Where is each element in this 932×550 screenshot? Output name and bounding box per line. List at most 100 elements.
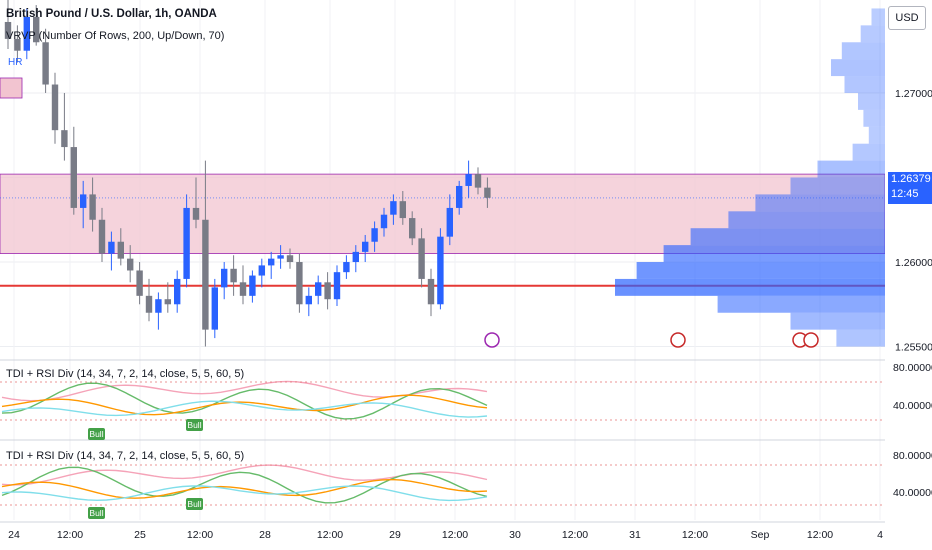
candle-body [4,21,12,39]
candle-body [474,174,482,188]
event-icon [803,332,819,348]
time-tick: Sep [751,529,770,541]
price-axis[interactable]: 1.270001.265001.260001.2550080.0000040.0… [885,0,932,550]
tdi-line [1,485,488,502]
bar-countdown: 12:45 [891,188,919,200]
volume-bar [728,211,885,229]
bull-badge-label: Bull [89,508,103,518]
volume-bar [831,59,885,77]
candle-body [484,187,491,198]
bull-badge-label: Bull [89,429,103,439]
bull-badge-label: Bull [187,420,201,430]
volume-bar [858,92,885,110]
candle-body [446,207,453,237]
time-tick: 12:00 [562,529,588,541]
candle-body [286,255,294,263]
candle-body [127,258,134,271]
price-axis-bg [885,0,932,550]
volume-profile [615,8,885,347]
tdi-line [1,478,488,499]
candle-body [296,262,303,305]
event-icon [484,332,500,348]
candle-body [239,282,247,296]
time-tick: 12:00 [442,529,468,541]
time-tick: 29 [389,529,401,541]
candle-body [352,251,359,263]
candle-body [456,185,463,208]
vrvp-legend[interactable]: VRVP (Number Of Rows, 200, Up/Down, 70) [6,30,225,42]
volume-bar [841,42,885,60]
price-tick: 1.27000 [895,88,932,100]
volume-bar [836,329,885,347]
candle-body [192,207,200,220]
tdi-legend-1[interactable]: TDI + RSI Div (14, 34, 7, 2, 14, close, … [6,368,245,380]
candle-body [164,299,171,305]
indicator-tick: 40.00000 [893,400,932,412]
volume-bar [636,262,885,279]
candle-body [343,262,350,273]
volume-bar [717,295,885,313]
bull-badge-label: Bull [187,499,201,509]
volume-bar [844,76,885,93]
bull-badge [88,428,105,440]
candle-body [23,16,30,51]
volume-bar [868,126,885,144]
candle-body [390,201,397,215]
volume-bar [860,25,885,43]
volume-bar [755,194,885,212]
time-tick: 12:00 [57,529,83,541]
tdi-line [1,394,488,416]
time-tick: 30 [509,529,521,541]
time-tick: 31 [629,529,641,541]
candle-body [362,241,369,252]
indicator-tick: 80.00000 [893,450,932,462]
candle-body [61,130,68,148]
candle-body [268,258,275,266]
time-tick: 12:00 [317,529,343,541]
candle-body [183,207,190,279]
candle-body [42,42,49,85]
price-tick: 1.25500 [895,342,932,354]
time-tick: 25 [134,529,146,541]
candle-body [89,194,96,220]
time-tick: 12:00 [682,529,708,541]
tdi-line [1,466,488,504]
symbol-title[interactable]: British Pound / U.S. Dollar, 1h, OANDA [6,8,217,20]
time-axis[interactable]: 24 12:00 25 12:00 28 12:00 29 12:00 30 12:00 31 12:… [8,529,883,541]
time-tick: 12:00 [187,529,213,541]
volume-bar [852,143,885,161]
candle-body [371,228,378,242]
candle-body [117,241,124,259]
candle-body [80,194,87,208]
volume-bar [790,312,885,330]
event-markers[interactable] [484,332,819,348]
candle-body [211,287,218,330]
hr-zone [0,77,23,99]
candle-body [145,295,153,313]
tdi-legend-2[interactable]: TDI + RSI Div (14, 34, 7, 2, 14, close, … [6,450,245,462]
time-tick: 4 [877,529,883,541]
time-tick: 28 [259,529,271,541]
candle-body [33,16,40,43]
volume-bar [817,160,885,178]
last-price: 1.26379 [891,173,931,185]
currency-button[interactable]: USD [888,6,926,30]
indicator-tick: 40.00000 [893,487,932,499]
candle-body [258,265,265,276]
candle-body [409,218,416,239]
candle-body [399,201,406,219]
candle-body [230,268,237,283]
candle-body [136,270,143,296]
candle-body [202,219,209,330]
hr-label: HR [8,57,23,68]
candles [4,0,491,347]
bull-badge [186,498,203,510]
time-tick: 24 [8,529,20,541]
indicator-tick: 80.00000 [893,362,932,374]
volume-bar [663,245,885,263]
last-price-tag: 1.26379 12:45 [888,172,932,204]
candle-body [437,236,444,305]
bull-badge [186,419,203,431]
candle-body [315,282,322,296]
